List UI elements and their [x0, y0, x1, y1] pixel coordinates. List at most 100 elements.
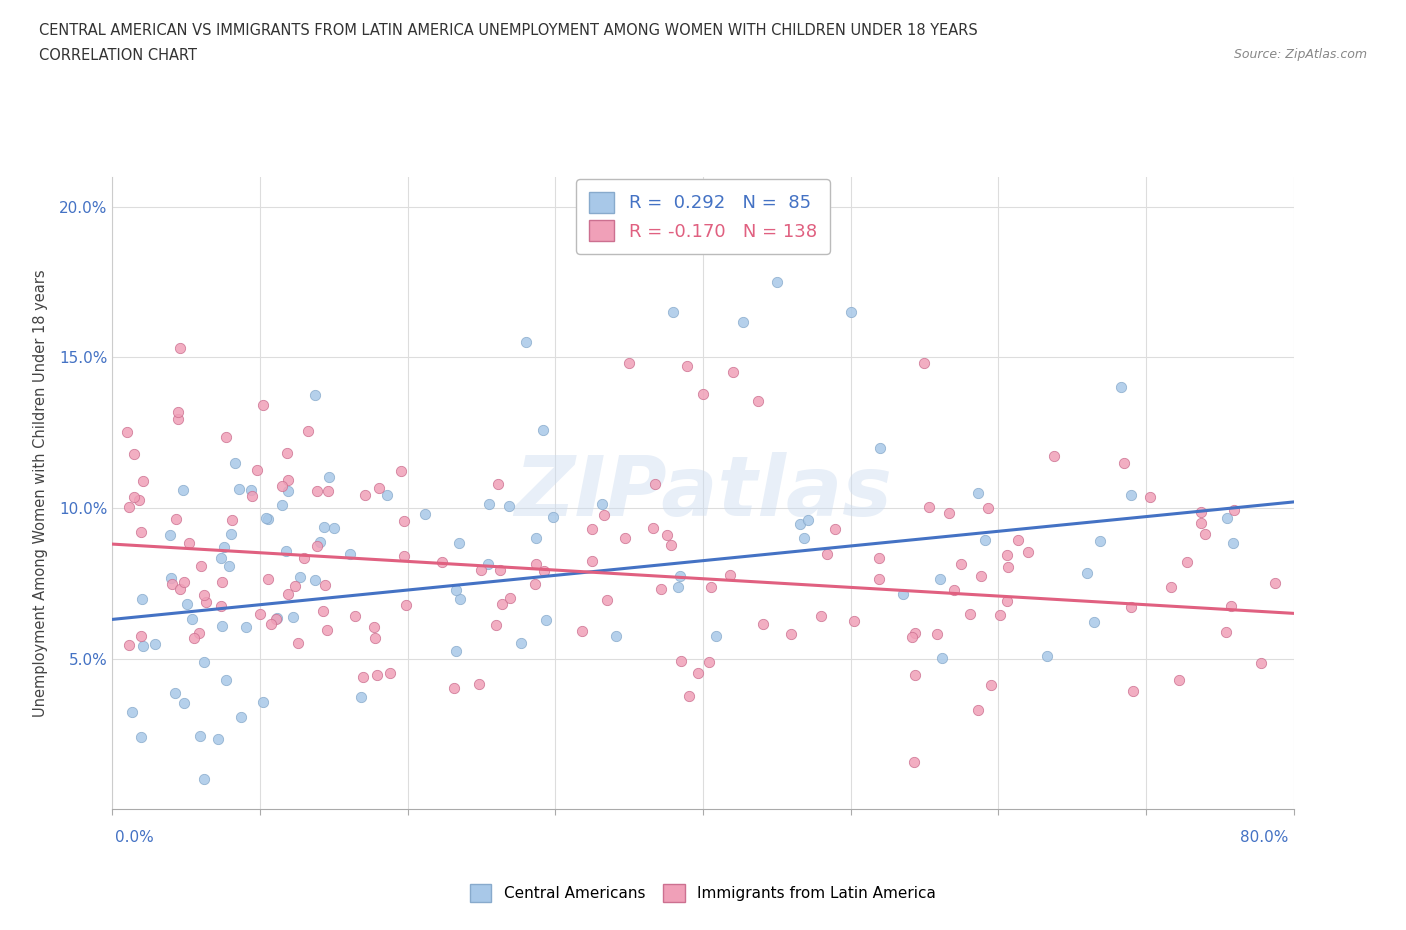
Point — [605, 629, 627, 644]
Point — [1223, 502, 1246, 517]
Point — [792, 531, 814, 546]
Point — [162, 577, 184, 591]
Point — [1121, 599, 1143, 614]
Point — [444, 644, 467, 658]
Point — [903, 755, 925, 770]
Point — [308, 534, 330, 549]
Point — [209, 551, 232, 565]
Point — [177, 536, 200, 551]
Point — [1083, 615, 1105, 630]
Point — [650, 581, 672, 596]
Point — [312, 604, 335, 618]
Point — [211, 618, 233, 633]
Point — [842, 613, 865, 628]
Point — [352, 670, 374, 684]
Point — [229, 710, 252, 724]
Point — [1017, 545, 1039, 560]
Point — [491, 597, 513, 612]
Point — [350, 689, 373, 704]
Point — [316, 484, 339, 498]
Point — [970, 569, 993, 584]
Point — [839, 305, 862, 320]
Point — [1189, 515, 1212, 530]
Point — [1042, 448, 1064, 463]
Point — [211, 575, 233, 590]
Point — [260, 617, 283, 631]
Point — [904, 667, 927, 682]
Point — [1194, 527, 1216, 542]
Point — [129, 730, 152, 745]
Point — [938, 506, 960, 521]
Point — [271, 498, 294, 512]
Point — [704, 628, 727, 643]
Point — [644, 476, 666, 491]
Point — [449, 591, 471, 606]
Point — [380, 665, 402, 680]
Text: CORRELATION CHART: CORRELATION CHART — [39, 48, 197, 63]
Point — [287, 635, 309, 650]
Point — [619, 356, 641, 371]
Point — [668, 569, 690, 584]
Point — [1007, 533, 1029, 548]
Point — [489, 563, 512, 578]
Point — [256, 572, 278, 587]
Point — [121, 705, 143, 720]
Point — [1250, 656, 1272, 671]
Point — [1109, 379, 1132, 394]
Point — [1167, 672, 1189, 687]
Point — [949, 556, 972, 571]
Point — [718, 568, 741, 583]
Point — [1215, 625, 1237, 640]
Point — [571, 623, 593, 638]
Point — [131, 591, 153, 606]
Point — [283, 610, 305, 625]
Point — [240, 489, 263, 504]
Point — [995, 548, 1018, 563]
Point — [256, 512, 278, 526]
Point — [193, 587, 215, 602]
Point — [468, 676, 491, 691]
Point — [207, 732, 229, 747]
Point — [315, 623, 337, 638]
Point — [118, 637, 141, 652]
Point — [221, 512, 243, 527]
Point — [122, 447, 145, 462]
Point — [498, 499, 520, 514]
Point — [190, 559, 212, 574]
Point — [541, 510, 564, 525]
Point — [447, 536, 470, 551]
Point — [413, 506, 436, 521]
Text: CENTRAL AMERICAN VS IMMIGRANTS FROM LATIN AMERICA UNEMPLOYMENT AMONG WOMEN WITH : CENTRAL AMERICAN VS IMMIGRANTS FROM LATI… — [39, 23, 979, 38]
Point — [478, 497, 501, 512]
Point — [477, 556, 499, 571]
Point — [129, 525, 152, 539]
Point — [591, 497, 613, 512]
Point — [212, 539, 235, 554]
Point — [666, 580, 689, 595]
Point — [613, 530, 636, 545]
Point — [869, 440, 891, 455]
Point — [810, 608, 832, 623]
Point — [510, 635, 533, 650]
Point — [868, 551, 890, 565]
Point — [1122, 684, 1144, 698]
Point — [669, 653, 692, 668]
Point — [1119, 487, 1142, 502]
Point — [959, 607, 981, 622]
Point — [249, 606, 271, 621]
Point — [903, 626, 925, 641]
Point — [928, 572, 950, 587]
Point — [314, 578, 336, 593]
Point — [240, 483, 263, 498]
Point — [533, 564, 555, 578]
Point — [128, 493, 150, 508]
Point — [752, 617, 775, 631]
Point — [363, 619, 385, 634]
Point — [307, 538, 329, 553]
Point — [143, 636, 166, 651]
Point — [188, 729, 211, 744]
Point — [124, 489, 146, 504]
Point — [297, 423, 319, 438]
Point — [901, 630, 924, 644]
Point — [366, 667, 388, 682]
